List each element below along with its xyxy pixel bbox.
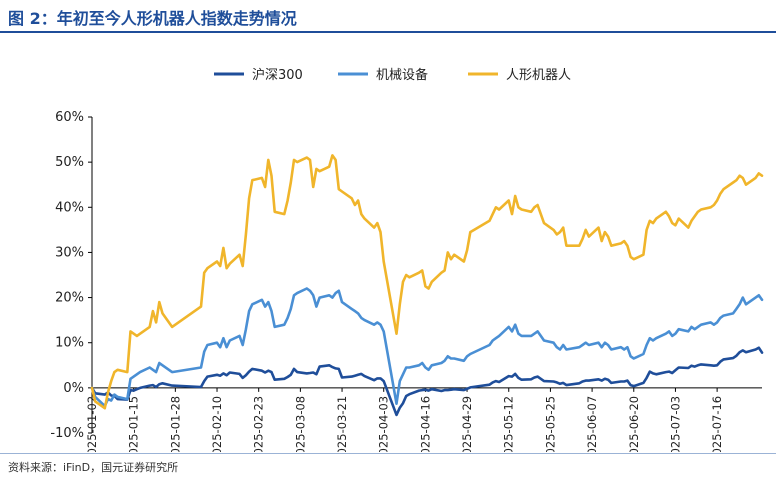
x-tick-label: 2025-04-29 [460, 396, 474, 452]
x-tick-label: 2025-04-03 [377, 396, 391, 452]
x-tick-label: 2025-05-12 [502, 396, 516, 452]
x-tick-label: 2025-05-25 [543, 396, 557, 452]
x-tick-label: 2025-04-16 [418, 396, 432, 452]
figure-title: 图 2：年初至今人形机器人指数走势情况 [8, 9, 297, 28]
x-tick-label: 2025-01-15 [127, 396, 141, 452]
y-tick-label: 50% [55, 155, 84, 170]
legend-label: 沪深300 [252, 67, 303, 83]
x-tick-label: 2025-06-07 [585, 396, 599, 452]
y-tick-label: 30% [55, 245, 84, 260]
y-tick-label: 40% [55, 200, 84, 215]
y-tick-label: 60% [55, 110, 84, 125]
x-tick-label: 2025-03-21 [335, 396, 349, 452]
series-line-3 [90, 154, 764, 410]
footer-rule [0, 453, 776, 454]
x-tick-label: 2025-03-08 [293, 396, 307, 452]
line-chart: -10% 0% 10% 20% 30% 40% 50% 60% 2025-01-02 2025-0… [50, 67, 764, 452]
y-tick-label: 20% [55, 291, 84, 306]
x-tick-label: 2025-06-20 [627, 396, 641, 452]
x-tick-label: 2025-02-10 [210, 396, 224, 452]
x-tick-label: 2025-07-16 [710, 396, 724, 452]
source-note: 资料来源：iFinD，国元证券研究所 [8, 461, 179, 474]
y-tick-label: 0% [63, 381, 84, 396]
title-rule [0, 31, 776, 33]
x-tick-label: 2025-02-23 [252, 396, 266, 452]
series-line-1 [90, 346, 764, 417]
x-tick-label: 2025-07-03 [668, 396, 682, 452]
figure-header: 图 2：年初至今人形机器人指数走势情况 [0, 0, 776, 34]
legend-label: 人形机器人 [506, 68, 571, 83]
legend-label: 机械设备 [376, 67, 428, 83]
x-tick-label: 2025-01-02 [85, 396, 99, 452]
x-tick-label: 2025-01-28 [168, 396, 182, 452]
y-tick-label: -10% [50, 426, 84, 441]
y-tick-label: 10% [55, 336, 84, 351]
series-line-2 [90, 287, 764, 408]
